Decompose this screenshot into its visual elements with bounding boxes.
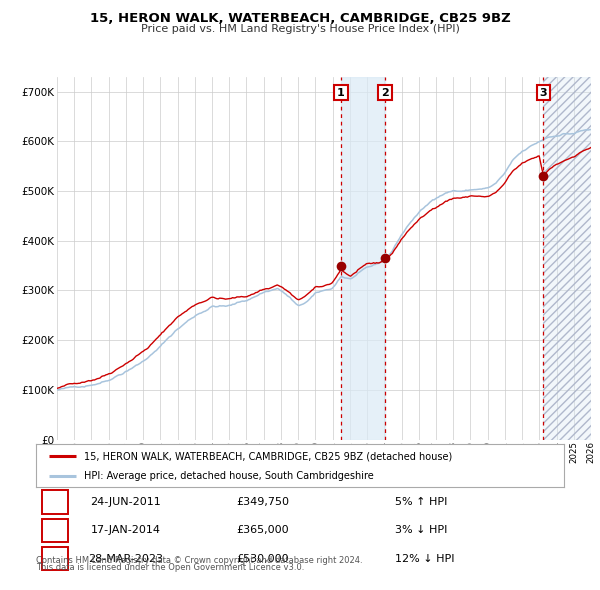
Text: 15, HERON WALK, WATERBEACH, CAMBRIDGE, CB25 9BZ: 15, HERON WALK, WATERBEACH, CAMBRIDGE, C…: [89, 12, 511, 25]
Text: 2: 2: [51, 526, 59, 535]
Text: 12% ↓ HPI: 12% ↓ HPI: [395, 554, 455, 563]
Text: 3: 3: [51, 554, 59, 563]
Text: Price paid vs. HM Land Registry's House Price Index (HPI): Price paid vs. HM Land Registry's House …: [140, 24, 460, 34]
Text: 28-MAR-2023: 28-MAR-2023: [88, 554, 163, 563]
Text: £530,000: £530,000: [237, 554, 289, 563]
Text: 17-JAN-2014: 17-JAN-2014: [91, 526, 161, 535]
Text: 1: 1: [51, 497, 59, 507]
Text: HPI: Average price, detached house, South Cambridgeshire: HPI: Average price, detached house, Sout…: [83, 471, 373, 481]
Text: 3% ↓ HPI: 3% ↓ HPI: [395, 526, 448, 535]
Bar: [543, 77, 599, 440]
FancyBboxPatch shape: [43, 547, 68, 571]
Text: 1: 1: [337, 87, 345, 97]
Text: 5% ↑ HPI: 5% ↑ HPI: [395, 497, 448, 507]
Bar: [341, 77, 385, 440]
Text: £349,750: £349,750: [236, 497, 290, 507]
Bar: [543, 77, 599, 440]
FancyBboxPatch shape: [43, 519, 68, 542]
Text: 2: 2: [381, 87, 389, 97]
FancyBboxPatch shape: [43, 490, 68, 514]
Text: 24-JUN-2011: 24-JUN-2011: [91, 497, 161, 507]
Text: 15, HERON WALK, WATERBEACH, CAMBRIDGE, CB25 9BZ (detached house): 15, HERON WALK, WATERBEACH, CAMBRIDGE, C…: [83, 451, 452, 461]
Text: This data is licensed under the Open Government Licence v3.0.: This data is licensed under the Open Gov…: [36, 563, 304, 572]
Text: £365,000: £365,000: [237, 526, 289, 535]
Text: Contains HM Land Registry data © Crown copyright and database right 2024.: Contains HM Land Registry data © Crown c…: [36, 556, 362, 565]
Text: 3: 3: [539, 87, 547, 97]
